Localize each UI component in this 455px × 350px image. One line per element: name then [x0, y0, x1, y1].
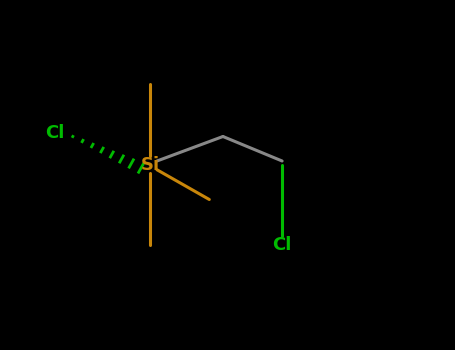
Text: Cl: Cl: [45, 124, 64, 142]
Text: Si: Si: [141, 155, 160, 174]
Text: Cl: Cl: [273, 236, 292, 254]
